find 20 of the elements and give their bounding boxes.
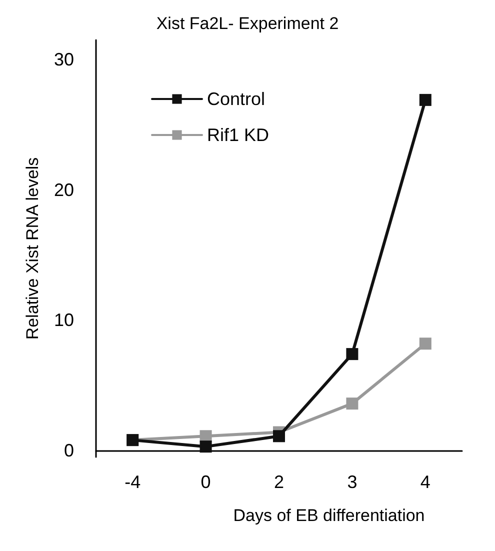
x-tick-label: 2 bbox=[274, 472, 284, 492]
x-tick-label: 4 bbox=[420, 472, 430, 492]
legend-label: Control bbox=[207, 89, 266, 109]
legend-label: Rif1 KD bbox=[207, 125, 270, 145]
x-tick-label: 0 bbox=[200, 472, 211, 492]
y-tick-label: 10 bbox=[54, 310, 74, 330]
point bbox=[346, 398, 358, 410]
point bbox=[273, 430, 285, 442]
y-tick-label: 0 bbox=[64, 440, 74, 460]
point bbox=[200, 440, 212, 453]
y-tick-label: 20 bbox=[54, 180, 74, 200]
point bbox=[419, 338, 432, 350]
chart-title: Xist Fa2L- Experiment 2 bbox=[156, 14, 339, 33]
point bbox=[346, 348, 358, 360]
y-axis-title: Relative Xist RNA levels bbox=[23, 157, 42, 340]
y-tick-label: 30 bbox=[54, 50, 74, 70]
x-tick-label: 3 bbox=[347, 472, 358, 492]
x-axis-title: Days of EB differentiation bbox=[233, 506, 425, 525]
x-tick-label: -4 bbox=[124, 472, 141, 492]
point bbox=[419, 94, 432, 106]
